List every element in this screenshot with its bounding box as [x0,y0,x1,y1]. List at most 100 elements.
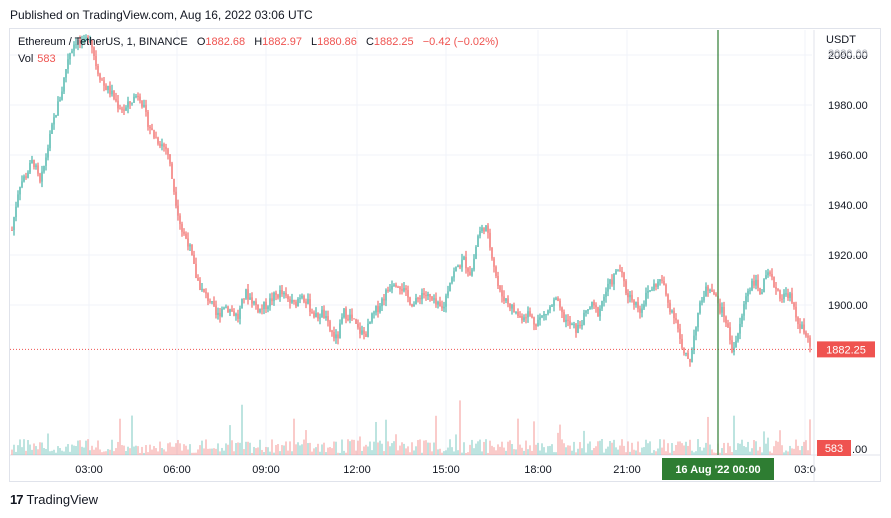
candle-body [599,308,601,317]
candle-body [315,313,317,318]
candle-body [53,117,55,125]
candle-body [701,300,703,303]
candle-body [117,100,119,109]
candle-body [411,304,413,307]
volume-bar [761,452,763,455]
volume-bar [647,443,649,455]
volume-bar [467,452,469,455]
candle-body [277,294,279,298]
candle-body [159,143,161,147]
volume-bar [691,450,693,455]
candle-body [495,266,497,276]
volume-bar [357,440,359,455]
candle-body [461,259,463,268]
volume-bar [553,452,555,455]
volume-bar [731,452,733,455]
x-tick-label: 15:00 [432,464,460,476]
volume-bar [805,440,807,455]
candle-body [365,333,367,337]
volume-bar [71,444,73,455]
candle-body [647,290,649,293]
volume-bar [449,439,451,455]
candle-body [633,300,635,305]
volume-bar [441,452,443,455]
volume-bar [791,448,793,455]
candle-body [745,296,747,305]
candle-body [237,313,239,319]
candle-body [791,293,793,303]
candle-body [453,271,455,278]
candle-body [57,101,59,116]
volume-bar [643,447,645,455]
volume-bar [109,449,111,455]
volume-bar [13,444,15,455]
candle-body [63,77,65,92]
candle-body [483,227,485,232]
volume-bar [785,450,787,455]
volume-bar [657,448,659,455]
candle-body [517,311,519,316]
volume-bar [751,448,753,455]
candle-body [89,39,91,42]
volume-bar [269,451,271,455]
candle-body [297,298,299,307]
candle-body [543,314,545,316]
volume-bar [119,418,121,455]
candle-body [171,163,173,179]
candle-body [583,312,585,325]
candle-body [667,294,669,303]
symbol-legend: Ethereum / TetherUS, 1, BINANCE O1882.68… [18,36,499,48]
low-key: L [311,36,318,48]
volume-bar [469,444,471,455]
candle-body [525,317,527,319]
candle-body [11,230,13,231]
volume-bar [511,443,513,455]
candle-body [641,308,643,313]
candle-body [19,186,21,195]
volume-bar [67,444,69,455]
volume-bar [19,439,21,455]
volume-bar [393,441,395,455]
candle-body [723,306,725,317]
volume-bar [55,452,57,455]
volume-bar [209,448,211,455]
volume-bar [231,440,233,455]
volume-bar [251,452,253,455]
candle-body [91,39,93,48]
volume-bar [767,437,769,455]
volume-bar [23,439,25,455]
volume-bar [583,430,585,455]
y-tick-label: 1940.00 [828,200,868,212]
volume-bar [83,447,85,455]
candle-body [395,284,397,287]
volume-bar [633,449,635,455]
candle-body [807,335,809,338]
volume-bar [139,452,141,455]
volume-bar [777,441,779,455]
candle-body [593,301,595,306]
candle-body [707,286,709,291]
candle-body [545,314,547,316]
volume-bar [193,452,195,455]
volume-bar [379,440,381,455]
volume-bar [87,439,89,455]
volume-bar [169,442,171,455]
candle-body [111,90,113,95]
y-tick-label-top: 2020.00 [828,48,868,60]
candle-body [565,319,567,322]
candle-body [109,85,111,95]
candle-body [363,330,365,334]
candle-body [377,306,379,312]
volume-bar [645,439,647,455]
candle-body [41,171,43,182]
volume-bar [417,440,419,455]
volume-bar [689,439,691,455]
candle-body [677,320,679,329]
candle-body [313,312,315,318]
y-tick-label: 1920.00 [828,250,868,262]
volume-bar [95,447,97,455]
candle-body [491,247,493,259]
candle-body [611,279,613,285]
volume-bar [481,451,483,455]
